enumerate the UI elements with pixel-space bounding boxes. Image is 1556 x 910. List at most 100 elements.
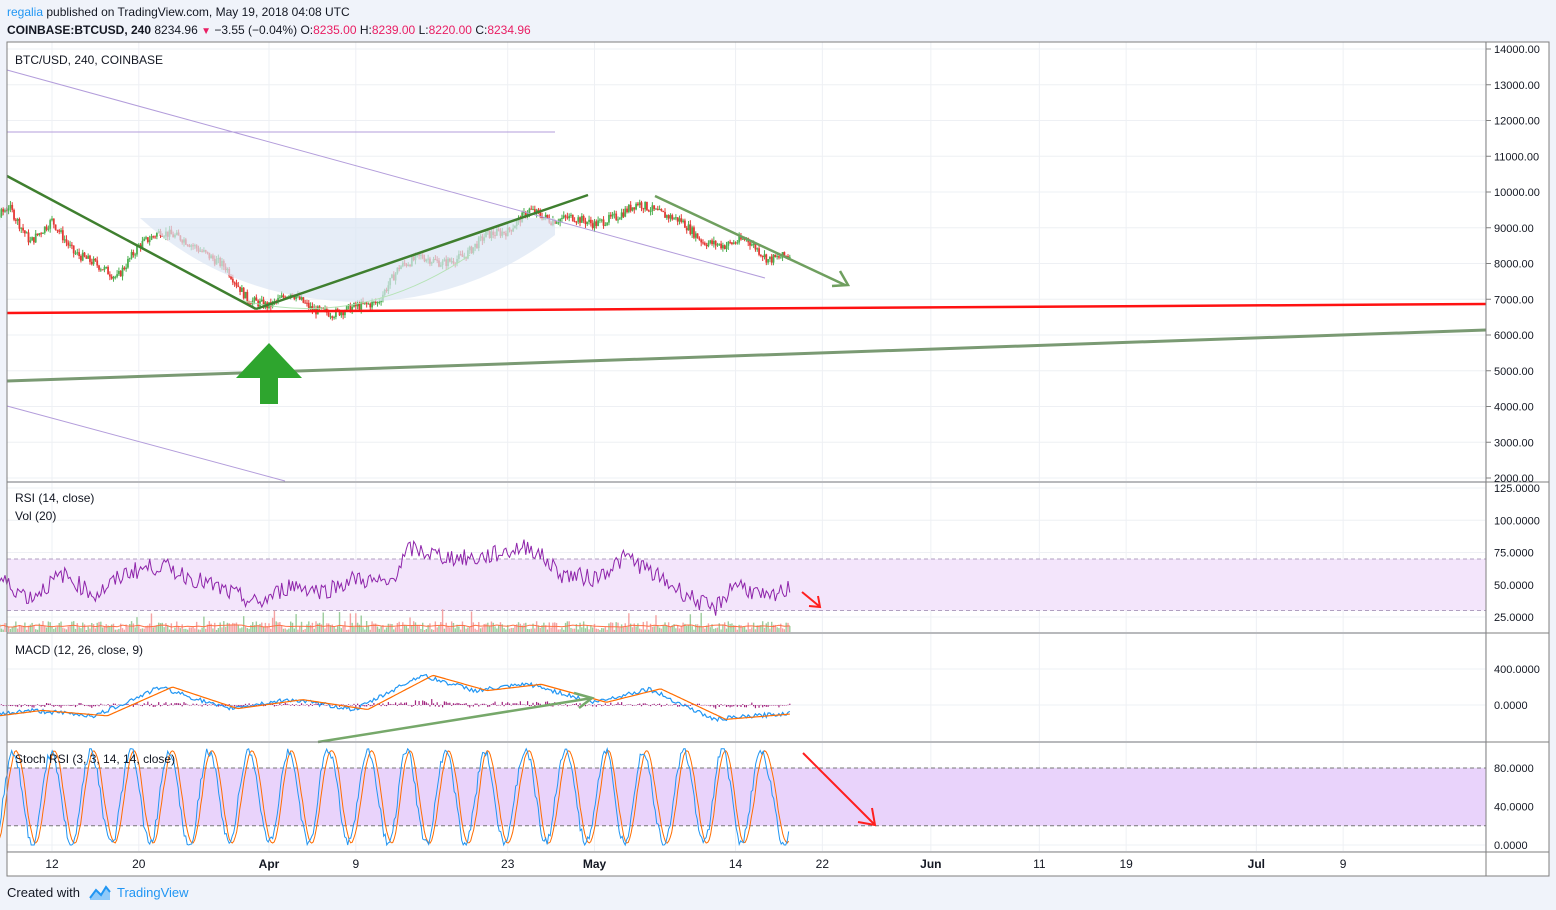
candle-body [33,237,35,243]
candle-body [70,244,73,246]
volume-bar [676,624,679,632]
volume-bar [441,609,444,632]
candle-body [649,211,652,213]
macd-histogram-bar [754,705,757,709]
open-value: 8235.00 [313,23,357,37]
macd-histogram-bar [134,703,136,705]
macd-histogram-bar [449,702,451,705]
macd-histogram-bar [96,704,98,706]
volume-bar [403,625,406,632]
volume-bar [635,626,637,632]
macd-histogram-bar [787,704,789,706]
macd-histogram-bar [440,704,442,706]
volume-bar [613,629,616,632]
macd-histogram-bar [342,704,344,705]
candle-body [595,221,598,226]
macd-histogram-bar [165,702,167,705]
rsi-axis-label: 75.0000 [1494,548,1534,560]
macd-histogram-bar [736,705,738,707]
volume-bar [570,627,572,632]
candle-body [324,308,326,310]
macd-histogram-bar [503,705,505,707]
price-axis-label: 11000.00 [1494,151,1539,163]
volume-bar [255,621,258,632]
volume-bar [657,625,659,632]
volume-bar [561,627,563,632]
volume-bar [624,623,626,632]
macd-histogram-bar [326,705,328,706]
volume-bar [35,629,37,632]
volume-bar [503,628,505,632]
candle-body [580,215,583,223]
macd-histogram-bar [621,702,623,705]
macd-histogram-bar [22,705,24,706]
tradingview-link[interactable]: TradingView [117,885,189,900]
volume-bar [496,628,498,632]
candle-body [237,285,240,287]
macd-histogram-bar [380,705,382,707]
candle-body [763,254,766,258]
macd-histogram-bar [44,705,46,707]
volume-bar [655,615,657,632]
macd-histogram-bar [785,705,787,706]
volume-bar [331,624,333,632]
macd-histogram-bar [192,703,194,705]
volume-bar [54,627,57,632]
volume-bar [711,624,713,632]
macd-histogram-bar [673,704,675,705]
volume-bar [474,628,476,632]
candle-body [367,303,370,305]
macd-divergence-arrow-head [573,691,595,709]
candle-body [633,207,636,210]
candle-body [738,236,741,243]
macd-histogram-bar [29,705,31,706]
candle-body [767,259,769,263]
candle-body [353,303,355,307]
candle-body [329,316,332,318]
volume-bar [555,622,558,632]
volume-bar [82,622,84,632]
candle-body [291,293,294,297]
macd-histogram-bar [767,705,769,707]
candle-body [242,287,245,299]
rsi-down-arrow-line [801,591,820,607]
candle-body [611,214,614,217]
volume-bar [192,626,194,632]
macd-histogram-bar [338,705,341,707]
candle-body [711,240,713,245]
macd-histogram-bar [532,702,534,705]
macd-histogram-bar [734,704,737,706]
candle-body [335,309,337,318]
macd-histogram-bar [358,705,361,707]
author-link[interactable]: regalia [7,5,44,19]
volume-bar [268,623,270,632]
macd-histogram-bar [129,705,131,706]
volume-bar [306,624,308,632]
volume-bar [110,624,113,632]
candle-body [588,219,590,222]
macd-histogram-bar [687,705,690,706]
candle-body [372,301,375,303]
macd-histogram-bar [496,705,498,706]
macd-histogram-bar [561,705,563,706]
volume-bar [687,624,690,632]
volume-bar [602,628,605,632]
candle-body [0,209,3,217]
macd-histogram-bar [789,703,791,705]
macd-histogram-bar [668,705,670,706]
price-axis-label: 13000.00 [1494,80,1540,92]
volume-bar [4,623,6,632]
macd-histogram-bar [753,705,755,707]
candle-body [154,236,156,238]
macd-histogram-bar [248,703,250,705]
candle-body [769,256,771,260]
volume-bar [476,629,478,632]
volume-bar [440,622,442,632]
candle-body [260,299,263,302]
macd-histogram-bar [306,704,308,705]
candle-body [233,282,236,284]
volume-bar [120,623,122,632]
volume-bar [539,627,541,632]
candle-body [16,218,19,221]
